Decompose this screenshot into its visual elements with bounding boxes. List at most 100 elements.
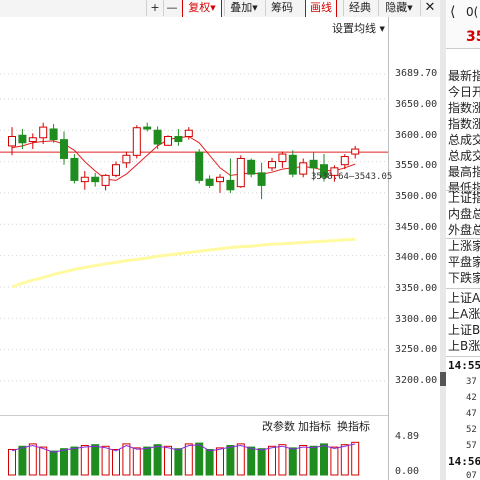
volume-bar	[195, 442, 204, 476]
tick-second: 07	[466, 471, 477, 480]
volume-bar	[8, 448, 16, 476]
overlay-button[interactable]: 叠加▼	[224, 0, 263, 16]
candle-body	[299, 162, 308, 175]
panel-splitter[interactable]	[440, 0, 446, 480]
quote-row: 指数涨	[448, 101, 480, 115]
tick-time: 14:56	[448, 455, 480, 468]
candle-body	[8, 136, 16, 147]
candle-body	[257, 172, 266, 186]
volume-bar	[288, 447, 297, 476]
caret-down-icon: ▼	[379, 25, 385, 33]
candle-body	[18, 134, 27, 144]
candle-body	[39, 126, 48, 139]
tick-second: 52	[466, 425, 477, 435]
candle-body	[112, 164, 120, 176]
candle-body	[247, 159, 256, 175]
candle-body	[205, 178, 214, 186]
volume-bar	[268, 445, 276, 476]
draw-line-button[interactable]: 画线	[305, 0, 337, 18]
volume-bar	[205, 448, 214, 476]
quote-row: 下跌家	[448, 271, 480, 285]
candle-body	[91, 176, 100, 183]
hide-button[interactable]: 隐藏▼	[378, 0, 419, 16]
quote-row: 内盘总	[448, 207, 480, 221]
volume-bar	[132, 447, 141, 476]
quote-panel-header: ⟨ 0( 35	[446, 0, 480, 49]
price-range-annotation: 3538.64—3543.05	[311, 172, 393, 182]
quote-row: 上A涨	[448, 307, 480, 321]
divider	[446, 238, 480, 239]
volume-bar	[122, 443, 131, 476]
candle-body	[320, 164, 328, 178]
close-icon[interactable]: ✕	[420, 0, 439, 16]
quote-row: 总成交	[448, 149, 480, 163]
y-tick-label: 3250.00	[395, 344, 438, 355]
zoom-out-button[interactable]: —	[163, 0, 180, 16]
quote-row: 上证指	[448, 191, 480, 205]
y-tick-label: 3200.00	[395, 375, 438, 386]
volume-bar	[340, 444, 349, 476]
volume-bar	[60, 448, 68, 476]
volume-bar	[80, 444, 89, 476]
current-price: 35	[466, 29, 480, 45]
ma-settings-dropdown[interactable]: 设置均线 ▼	[332, 20, 385, 36]
stock-code: 0(	[466, 5, 479, 19]
caret-down-icon: ▼	[407, 4, 413, 12]
candle-body	[184, 129, 193, 138]
candle-body	[236, 157, 245, 188]
volume-ma-line	[11, 443, 356, 453]
tick-second: 47	[466, 409, 477, 419]
volume-bar	[18, 445, 27, 476]
quote-row: 上涨家	[448, 239, 480, 253]
candle-body	[268, 161, 276, 169]
volume-bar	[70, 446, 79, 476]
candle-body	[49, 128, 58, 141]
quote-panel: ⟨ 0( 35 最新指 今日开 指数涨 指数涨 总成交 总成交 最高指 最低指 …	[446, 0, 480, 480]
volume-bar	[226, 444, 235, 476]
add-indicator-button[interactable]: 加指标	[298, 420, 331, 433]
volume-bar	[112, 448, 120, 476]
back-arrow-icon[interactable]: ⟨	[450, 4, 456, 20]
quote-row: 最新指	[448, 69, 480, 83]
volume-tick-label: 4.89	[395, 431, 420, 442]
adjust-button-label: 复权	[188, 1, 211, 14]
candle-body	[101, 174, 110, 186]
volume-bar	[247, 446, 256, 476]
volume-bar	[49, 450, 58, 476]
quote-row: 今日开	[448, 85, 480, 99]
classic-button[interactable]: 经典	[343, 0, 376, 16]
volume-bar	[28, 443, 37, 476]
candle-body	[153, 129, 162, 145]
candle-body	[70, 157, 79, 181]
hide-button-label: 隐藏	[385, 1, 408, 14]
candle-body	[340, 156, 349, 166]
switch-indicator-button[interactable]: 换指标	[337, 420, 370, 433]
y-tick-label: 3550.00	[395, 160, 438, 171]
candle-body	[122, 154, 131, 164]
expand-arrow-icon[interactable]	[440, 372, 446, 386]
candle-body	[226, 179, 235, 191]
quote-row: 平盘家	[448, 255, 480, 269]
chips-button[interactable]: 筹码	[265, 0, 298, 16]
tick-second: 42	[466, 393, 477, 403]
candle-body	[28, 137, 37, 143]
divider	[446, 190, 480, 191]
volume-bar	[330, 446, 339, 476]
volume-bar	[216, 447, 224, 476]
y-tick-label: 3650.00	[395, 99, 438, 110]
zoom-in-button[interactable]: +	[146, 0, 163, 16]
y-axis-line	[388, 17, 389, 480]
tick-second: 37	[466, 377, 477, 387]
volume-bar	[39, 446, 48, 476]
candle-body	[195, 151, 204, 181]
tick-time: 14:55	[448, 359, 480, 372]
volume-bar	[257, 448, 266, 476]
change-params-button[interactable]: 改参数	[262, 420, 295, 433]
adjust-button[interactable]: 复权▼	[182, 0, 222, 18]
candle-body	[80, 176, 89, 183]
divider	[446, 288, 480, 289]
candle-body	[164, 136, 172, 146]
volume-bar	[164, 445, 172, 476]
ma-short-line	[11, 135, 356, 181]
candle-body	[278, 153, 287, 163]
